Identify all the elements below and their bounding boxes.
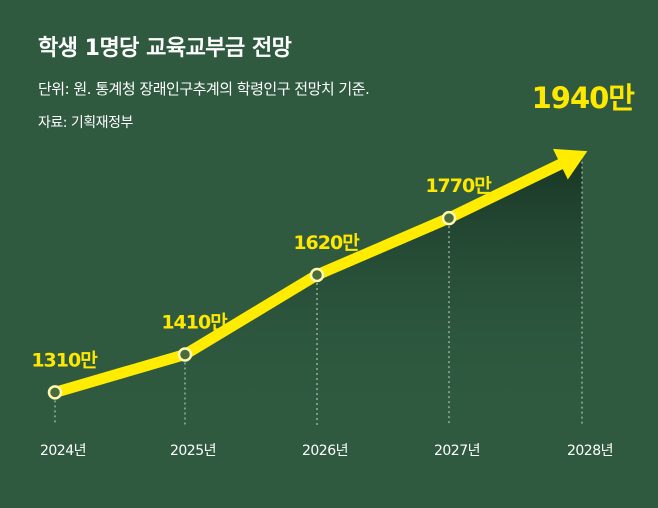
x-tick-label: 2025년 <box>170 443 216 459</box>
data-label: 1770만 <box>425 175 492 197</box>
data-label: 1310만 <box>31 349 98 371</box>
data-label: 1940만 <box>532 81 636 115</box>
x-tick-label: 2026년 <box>302 443 348 459</box>
data-point <box>177 347 193 362</box>
chart-title: 학생 1명당 교육교부금 전망 <box>38 36 292 61</box>
x-tick-label: 2028년 <box>567 443 613 459</box>
x-tick-label: 2027년 <box>434 443 480 459</box>
x-tick-label: 2024년 <box>40 443 86 459</box>
data-point <box>441 210 457 226</box>
data-point <box>309 267 325 283</box>
data-point <box>47 385 63 400</box>
data-label: 1410만 <box>161 312 228 334</box>
arrow-head <box>552 148 588 180</box>
source-note: 자료: 기획재정부 <box>38 115 133 131</box>
data-label: 1620만 <box>293 232 360 254</box>
unit-note: 단위: 원. 통계청 장래인구추계의 학령인구 전망치 기준. <box>38 80 370 98</box>
